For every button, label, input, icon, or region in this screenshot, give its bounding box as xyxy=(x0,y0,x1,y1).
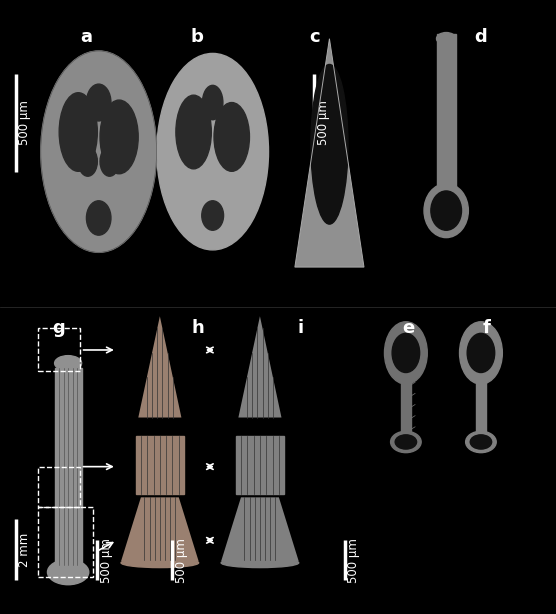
Text: a: a xyxy=(80,28,92,45)
Bar xyxy=(54,368,82,565)
Text: i: i xyxy=(297,319,304,337)
Ellipse shape xyxy=(436,33,456,45)
Ellipse shape xyxy=(385,322,428,384)
Ellipse shape xyxy=(54,356,82,371)
Bar xyxy=(136,436,184,494)
Ellipse shape xyxy=(392,333,420,373)
Bar xyxy=(38,507,93,577)
Text: c: c xyxy=(309,28,320,45)
Ellipse shape xyxy=(157,53,269,250)
Text: h: h xyxy=(191,319,203,337)
Bar xyxy=(38,328,80,371)
Text: 500 μm: 500 μm xyxy=(317,100,330,146)
Text: 500 μm: 500 μm xyxy=(175,538,188,583)
Ellipse shape xyxy=(424,184,468,238)
Text: g: g xyxy=(52,319,64,337)
Text: 500 μm: 500 μm xyxy=(348,538,360,583)
Text: f: f xyxy=(483,319,490,337)
Ellipse shape xyxy=(202,85,223,120)
PathPatch shape xyxy=(221,497,299,561)
Bar xyxy=(38,467,80,507)
Text: e: e xyxy=(403,319,415,337)
Text: 500 μm: 500 μm xyxy=(100,538,113,583)
Bar xyxy=(436,34,456,193)
Ellipse shape xyxy=(100,147,119,176)
Ellipse shape xyxy=(100,100,138,174)
Ellipse shape xyxy=(466,431,497,453)
Ellipse shape xyxy=(176,95,211,169)
Ellipse shape xyxy=(47,559,89,585)
Text: 500 μm: 500 μm xyxy=(18,100,31,146)
Ellipse shape xyxy=(57,553,80,566)
Ellipse shape xyxy=(395,435,416,449)
Ellipse shape xyxy=(311,64,348,224)
Ellipse shape xyxy=(121,558,198,567)
Ellipse shape xyxy=(431,191,461,230)
Ellipse shape xyxy=(86,201,111,235)
Ellipse shape xyxy=(467,333,495,373)
Bar xyxy=(401,358,411,438)
PathPatch shape xyxy=(239,316,281,418)
Ellipse shape xyxy=(86,84,111,121)
Text: 2 mm: 2 mm xyxy=(18,532,31,567)
Ellipse shape xyxy=(470,435,492,449)
Bar xyxy=(236,436,284,494)
Text: b: b xyxy=(191,28,204,45)
Ellipse shape xyxy=(391,431,421,453)
Text: d: d xyxy=(475,28,487,45)
Ellipse shape xyxy=(221,558,299,567)
PathPatch shape xyxy=(138,316,181,418)
Bar xyxy=(476,358,486,438)
Ellipse shape xyxy=(41,51,157,252)
Ellipse shape xyxy=(202,201,224,230)
Ellipse shape xyxy=(59,93,97,171)
PathPatch shape xyxy=(121,497,198,561)
PathPatch shape xyxy=(295,39,364,267)
Ellipse shape xyxy=(78,147,97,176)
Ellipse shape xyxy=(214,103,250,171)
Ellipse shape xyxy=(460,322,503,384)
